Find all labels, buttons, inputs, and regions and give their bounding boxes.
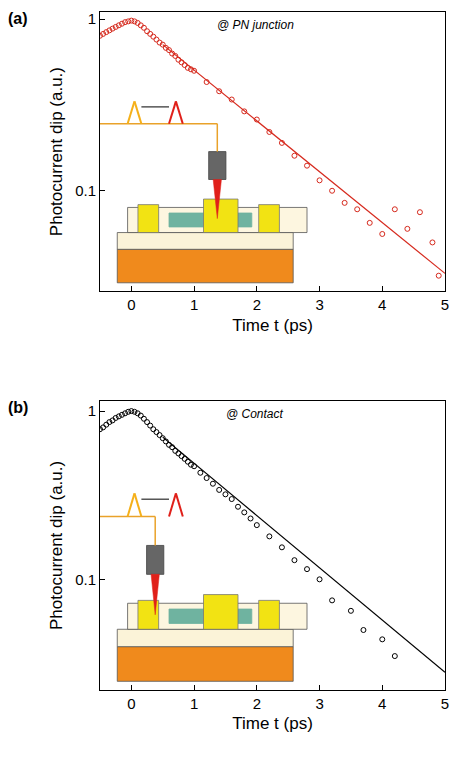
svg-text:4: 4 xyxy=(378,296,386,313)
svg-text:Photocurrent dip (a.u.): Photocurrent dip (a.u.) xyxy=(47,67,66,236)
svg-text:4: 4 xyxy=(378,695,386,712)
svg-text:1: 1 xyxy=(190,296,198,313)
svg-text:Time t (ps): Time t (ps) xyxy=(232,714,313,733)
svg-text:Photocurrent dip (a.u.): Photocurrent dip (a.u.) xyxy=(47,461,66,630)
svg-text:1: 1 xyxy=(88,402,96,419)
svg-text:3: 3 xyxy=(315,296,323,313)
svg-text:1: 1 xyxy=(190,695,198,712)
svg-text:@ Contact: @ Contact xyxy=(226,407,284,421)
svg-text:Time t (ps): Time t (ps) xyxy=(232,316,313,335)
svg-text:2: 2 xyxy=(253,695,261,712)
svg-text:5: 5 xyxy=(441,296,449,313)
svg-text:3: 3 xyxy=(315,695,323,712)
svg-text:0.1: 0.1 xyxy=(75,182,96,199)
svg-text:(b): (b) xyxy=(8,399,28,416)
svg-text:1: 1 xyxy=(88,10,96,27)
svg-text:(a): (a) xyxy=(8,10,28,27)
svg-text:2: 2 xyxy=(253,296,261,313)
svg-text:@ PN junction: @ PN junction xyxy=(217,18,294,32)
svg-text:0.1: 0.1 xyxy=(75,571,96,588)
svg-text:5: 5 xyxy=(441,695,449,712)
svg-text:0: 0 xyxy=(127,695,135,712)
svg-text:0: 0 xyxy=(127,296,135,313)
